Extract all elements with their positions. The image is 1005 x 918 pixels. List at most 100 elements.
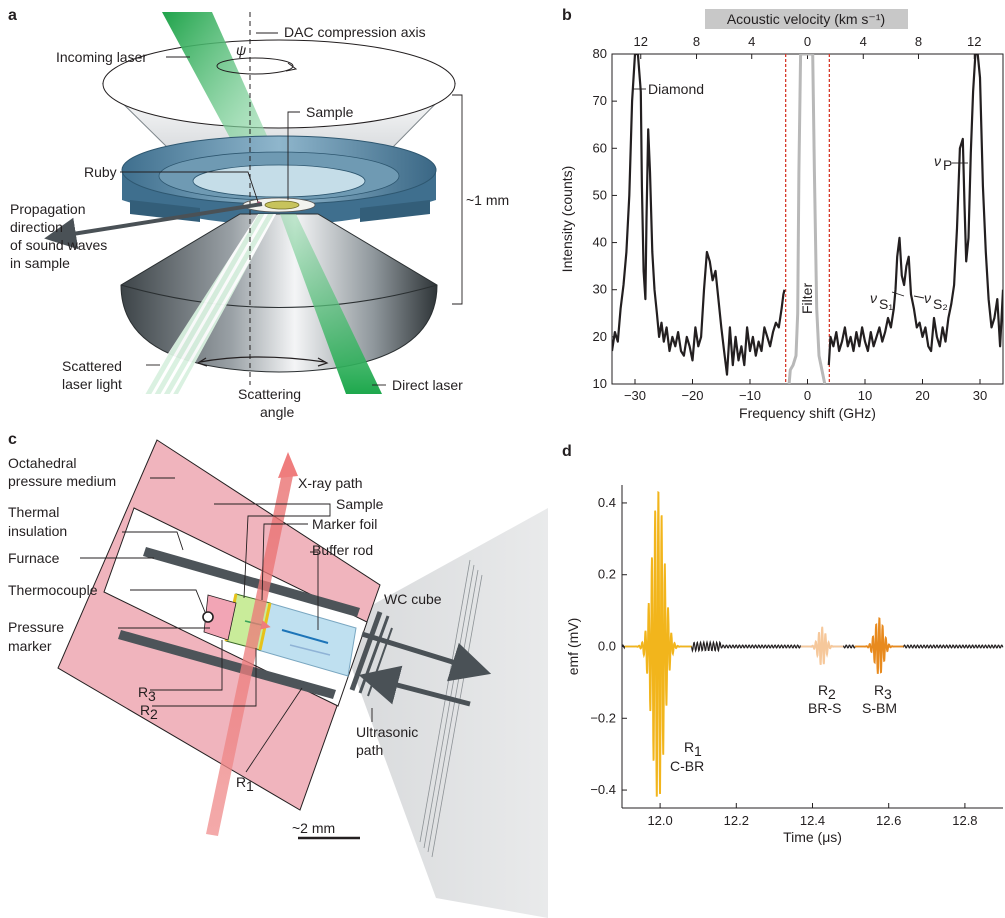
vs1-label: ν xyxy=(870,290,877,306)
vp-label: ν xyxy=(934,153,941,169)
r3-d-label: R xyxy=(874,682,884,698)
propagation-label-3: of sound waves xyxy=(10,237,107,253)
chart-d-ytick-label: 0.4 xyxy=(598,495,616,510)
psi-label: ψ xyxy=(236,42,246,58)
chart-d-echo-R1 xyxy=(624,491,692,797)
chart-d-echo-R2 xyxy=(800,626,844,665)
chart-b-xtick-label: 20 xyxy=(915,388,929,403)
octahedral-label-2: pressure medium xyxy=(8,473,116,489)
scattered-laser-beam xyxy=(142,214,276,394)
chart-b-xtick-label: 10 xyxy=(858,388,872,403)
scattering-angle-label-2: angle xyxy=(260,404,294,420)
chart-b-xtick-label: −30 xyxy=(624,388,646,403)
r3-d-sub: 3 xyxy=(884,686,892,702)
chart-b-ylabel: Intensity (counts) xyxy=(559,166,575,273)
chart-b-xtick-label: −10 xyxy=(739,388,761,403)
buffer-reflection-arrow xyxy=(289,644,331,656)
scattering-angle-left-tip xyxy=(196,357,208,367)
sample-leader xyxy=(287,111,300,200)
panel-b-letter: b xyxy=(562,7,572,24)
xray-path-beam xyxy=(206,471,294,836)
panel-c-leaders xyxy=(80,477,373,773)
gasket-culet xyxy=(192,164,366,198)
scattering-angle-right-tip xyxy=(317,357,329,367)
ultrasonic-label-2: path xyxy=(356,742,383,758)
r1-d-sub: 1 xyxy=(694,743,702,759)
vs-leaders xyxy=(891,291,925,299)
direct-laser-beam xyxy=(280,214,382,394)
panel-c: c xyxy=(8,431,548,918)
chart-d-xtick-label: 12.2 xyxy=(724,813,749,828)
chart-b-top-tick-label: 0 xyxy=(804,34,811,49)
psi-rotation-icon xyxy=(216,57,294,75)
chart-d-ylabel: emf (mV) xyxy=(565,618,581,676)
marker-foil-label: Marker foil xyxy=(312,516,377,532)
chart-d-xtick-label: 12.4 xyxy=(800,813,825,828)
panel-b: b Acoustic velocity (km s⁻¹) −30 −20 −10 0 1… xyxy=(559,7,1004,421)
furnace-strip-top xyxy=(143,547,360,617)
chart-b-ytick-label: 50 xyxy=(593,187,607,202)
chart-b-top-tick-label: 4 xyxy=(748,34,755,49)
wc-cube-label: WC cube xyxy=(384,591,442,607)
thermocouple-label: Thermocouple xyxy=(8,582,98,598)
top-axis-label-box xyxy=(705,9,908,29)
diamond-label: Diamond xyxy=(648,81,704,97)
chart-b-ytick-label: 30 xyxy=(593,282,607,297)
r2-d-label: R xyxy=(818,682,828,698)
chart-d: 12.0 12.2 12.4 12.6 12.8 −0.4 −0.2 0.0 0.2 0.4 Tim… xyxy=(565,485,1004,845)
scattered-label-1: Scattered xyxy=(62,358,122,374)
size-label: ~1 mm xyxy=(466,192,509,208)
ultrasonic-return-arrow xyxy=(358,665,471,707)
furnace-label: Furnace xyxy=(8,550,60,566)
panel-d: d 12.0 12.2 12.4 12.6 12.8 −0.4 −0.2 0.0 0.2 0.4 T… xyxy=(562,443,1004,845)
chart-b-filter-trace xyxy=(787,54,827,384)
chart-b-top-tick-label: 8 xyxy=(915,34,922,49)
buffer-rod-label: Buffer rod xyxy=(312,542,373,558)
buffer-wave-arrow xyxy=(281,629,329,644)
lower-anvil xyxy=(120,213,438,373)
chart-b-ytick-label: 60 xyxy=(593,140,607,155)
size-bracket xyxy=(452,94,463,305)
lower-anvil-edge xyxy=(120,284,438,308)
chart-d-echo-R3 xyxy=(854,617,904,674)
chart-b-top-tick-label: 12 xyxy=(967,34,981,49)
chart-b-ytick-label: 70 xyxy=(593,93,607,108)
panel-c-letter: c xyxy=(8,431,17,448)
scale-label: ~2 mm xyxy=(292,820,335,836)
r1-label: R xyxy=(236,774,246,790)
chart-d-xtick-label: 12.6 xyxy=(876,813,901,828)
panel-a-letter: a xyxy=(8,7,17,24)
chart-b-spectrum-trace-1 xyxy=(827,54,1003,366)
gasket-cutaway-right xyxy=(360,200,430,222)
chart-b-top-tick-label: 4 xyxy=(860,34,867,49)
chart-d-ytick-label: −0.4 xyxy=(590,782,616,797)
r1-d-label: R xyxy=(684,739,694,755)
ruby-leader xyxy=(120,171,259,203)
chart-b-spectrum-trace-0 xyxy=(612,54,786,376)
chart-d-xlabel: Time (μs) xyxy=(783,829,842,845)
propagation-arrow-icon xyxy=(44,202,263,250)
chart-d-xtick-label: 12.0 xyxy=(647,813,672,828)
chart-b-xtick-label: 30 xyxy=(973,388,987,403)
thermocouple-icon xyxy=(202,611,214,623)
chart-b-top-tick-label: 12 xyxy=(634,34,648,49)
chart-b-xlabel: Frequency shift (GHz) xyxy=(739,405,876,421)
r2-sub: 2 xyxy=(150,706,158,722)
panel-a: a xyxy=(8,7,509,420)
wc-cube-region xyxy=(336,508,548,918)
axis-label: DAC compression axis xyxy=(284,24,426,40)
propagation-label-2: direction xyxy=(10,219,63,235)
r1-sub: 1 xyxy=(246,778,254,794)
sample-disc xyxy=(264,200,300,210)
propagation-label-1: Propagation xyxy=(10,201,86,217)
vs2-sub: S₂ xyxy=(933,296,948,312)
upper-anvil-table xyxy=(102,39,456,129)
vp-sub: P xyxy=(943,157,952,173)
incoming-label: Incoming laser xyxy=(56,49,147,65)
chart-d-ytick-label: −0.2 xyxy=(590,710,616,725)
sample-label: Sample xyxy=(306,104,354,120)
r3-sub: 3 xyxy=(148,688,156,704)
filter-label: Filter xyxy=(799,283,815,314)
propagation-label-4: in sample xyxy=(10,255,70,271)
